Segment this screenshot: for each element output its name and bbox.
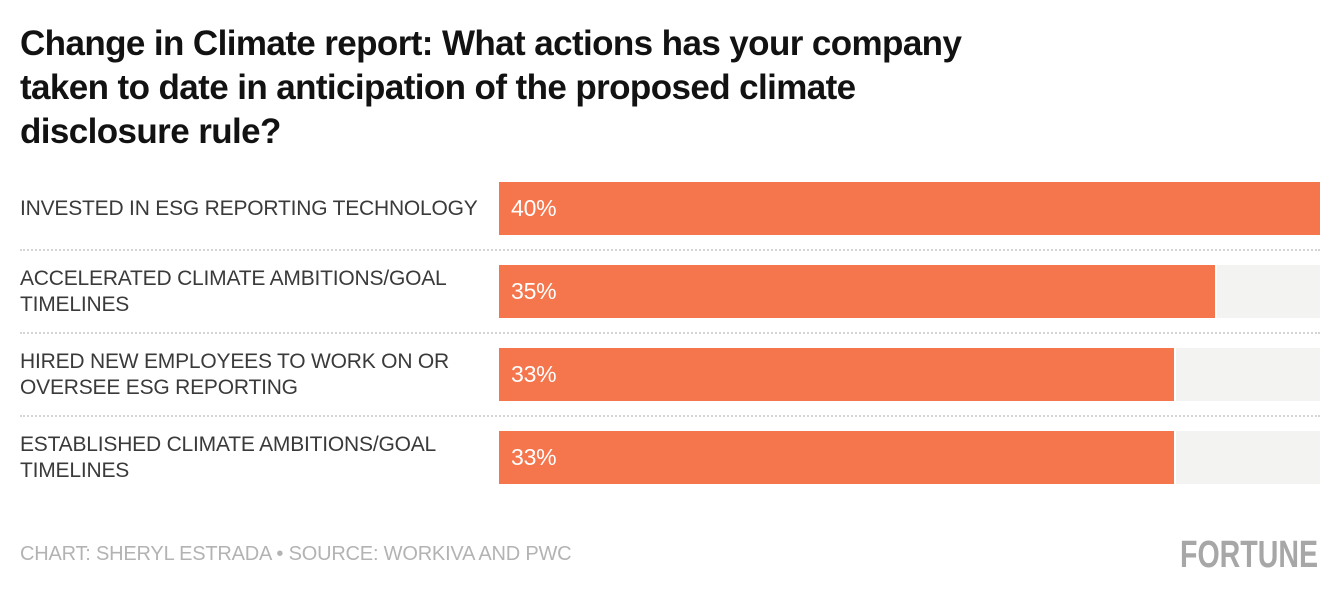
bar-fill: 33%: [499, 431, 1177, 484]
row-label: ESTABLISHED CLIMATE AMBITIONS/GOAL TIMEL…: [20, 432, 499, 484]
row-label-line: ACCELERATED CLIMATE AMBITIONS/GOAL: [20, 266, 447, 290]
bar-track: 35%: [499, 265, 1320, 318]
row-label-line: OVERSEE ESG REPORTING: [20, 375, 298, 399]
footer-credit: CHART: SHERYL ESTRADA • SOURCE: WORKIVA …: [20, 542, 572, 565]
page-title: Change in Climate report: What actions h…: [20, 0, 1320, 154]
row-label: INVESTED IN ESG REPORTING TECHNOLOGY: [20, 196, 499, 222]
row-separator: [20, 249, 1320, 251]
row-label: HIRED NEW EMPLOYEES TO WORK ON OR OVERSE…: [20, 349, 499, 401]
title-line-1: Change in Climate report: What actions h…: [20, 24, 962, 63]
row-label: ACCELERATED CLIMATE AMBITIONS/GOAL TIMEL…: [20, 266, 499, 318]
bar-row: ESTABLISHED CLIMATE AMBITIONS/GOAL TIMEL…: [20, 431, 1320, 484]
bar-track: 33%: [499, 431, 1320, 484]
bar-row: HIRED NEW EMPLOYEES TO WORK ON OR OVERSE…: [20, 348, 1320, 401]
title-line-3: disclosure rule?: [20, 112, 281, 151]
bar-value-label: 33%: [511, 444, 557, 470]
row-label-line: TIMELINES: [20, 292, 130, 316]
row-separator: [20, 332, 1320, 334]
row-label-line: INVESTED IN ESG REPORTING TECHNOLOGY: [20, 196, 478, 220]
row-label-line: HIRED NEW EMPLOYEES TO WORK ON OR: [20, 349, 450, 373]
bar-fill: 35%: [499, 265, 1218, 318]
bar-fill: 33%: [499, 348, 1177, 401]
bar-chart: INVESTED IN ESG REPORTING TECHNOLOGY 40%…: [20, 182, 1320, 484]
bar-value-label: 35%: [511, 278, 557, 304]
fortune-logo-text: FORTUNE: [1180, 534, 1318, 574]
bar-value-label: 40%: [511, 195, 557, 221]
fortune-logo: FORTUNE: [1180, 534, 1318, 574]
row-label-line: ESTABLISHED CLIMATE AMBITIONS/GOAL: [20, 432, 437, 456]
row-separator: [20, 415, 1320, 417]
bar-row: ACCELERATED CLIMATE AMBITIONS/GOAL TIMEL…: [20, 265, 1320, 318]
title-line-2: taken to date in anticipation of the pro…: [20, 68, 856, 107]
footer: CHART: SHERYL ESTRADA • SOURCE: WORKIVA …: [20, 534, 1320, 574]
bar-fill: 40%: [499, 182, 1320, 235]
bar-value-label: 33%: [511, 361, 557, 387]
row-label-line: TIMELINES: [20, 458, 130, 482]
bar-row: INVESTED IN ESG REPORTING TECHNOLOGY 40%: [20, 182, 1320, 235]
bar-track: 40%: [499, 182, 1320, 235]
bar-track: 33%: [499, 348, 1320, 401]
